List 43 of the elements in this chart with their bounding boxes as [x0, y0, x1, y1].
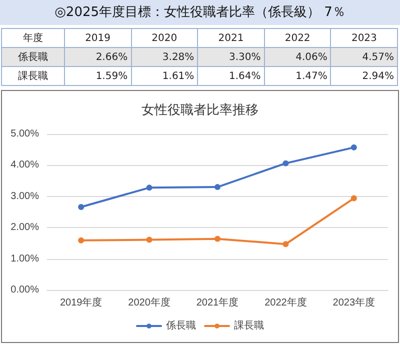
data-label: 2.94%: [330, 66, 398, 86]
y-tick-label: 4.00%: [10, 160, 40, 171]
point: [146, 236, 152, 243]
point: [78, 237, 84, 244]
point: [350, 144, 357, 150]
x-tick-label: 2023年度: [332, 296, 376, 308]
text: 2022: [264, 28, 331, 48]
data-label: 1.64%: [198, 66, 264, 86]
legend-label: 係長職: [166, 320, 196, 332]
text: 2019: [64, 28, 132, 48]
legend-label: 課長職: [234, 320, 264, 332]
chart-title: ◎2025年度目標：女性役職者比率（係長級） 7％: [0, 0, 400, 25]
data-label: 1.59%: [64, 66, 132, 86]
x-tick-label: 2020年度: [128, 296, 170, 308]
y-tick-label: 0.00%: [10, 284, 40, 296]
data-label: 3.30%: [198, 48, 264, 66]
text: 2023: [330, 28, 398, 48]
text: 係長職: [18, 52, 48, 63]
x-tick-label: 2021年度: [196, 296, 239, 308]
text: 2021: [198, 28, 264, 48]
data-label: 2.66%: [64, 48, 132, 66]
text: 2020: [131, 28, 198, 48]
x-tick-label: 2019年度: [60, 296, 102, 308]
text: 課長職: [18, 71, 48, 82]
point: [146, 184, 152, 191]
x-tick-label: 2022年度: [264, 296, 307, 308]
y-tick-label: 5.00%: [10, 128, 40, 140]
y-tick-label: 2.00%: [10, 222, 40, 234]
data-label: 4.06%: [264, 48, 331, 66]
point: [282, 160, 289, 166]
point: [214, 184, 220, 190]
point: [214, 236, 220, 242]
point: [282, 241, 289, 248]
data-label: 1.47%: [264, 66, 331, 86]
data-label: 3.28%: [131, 48, 198, 66]
chart-subtitle: 女性役職者比率推移: [142, 102, 258, 118]
data-label: 1.61%: [131, 66, 198, 86]
text: 年度: [2, 28, 64, 48]
point: [78, 204, 84, 210]
point: [350, 195, 357, 202]
y-tick-label: 3.00%: [10, 190, 40, 202]
data-label: 4.57%: [330, 48, 398, 66]
y-tick-label: 1.00%: [10, 253, 40, 264]
